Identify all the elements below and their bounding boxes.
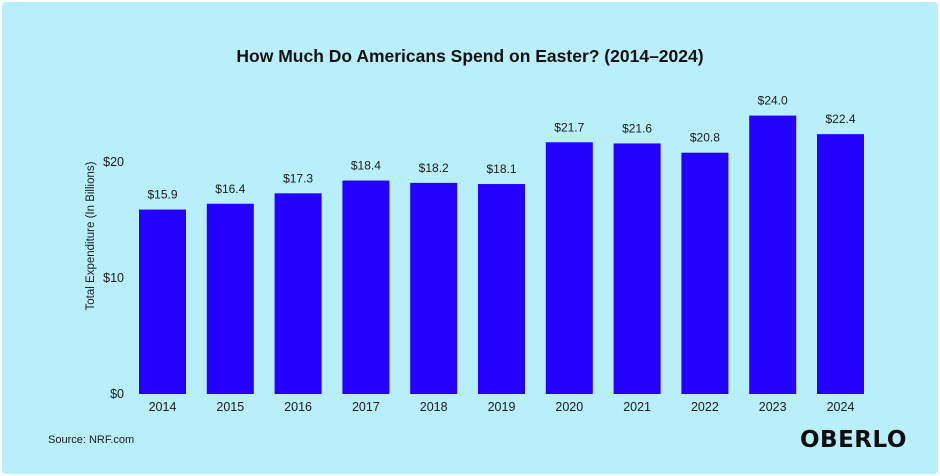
y-axis-ticks: $0 $10 $20 <box>103 155 124 401</box>
x-tick-label: 2023 <box>759 400 787 414</box>
bar-2016 <box>274 193 322 394</box>
bar-2022 <box>681 152 729 394</box>
y-axis-label: Total Expenditure (In Billions) <box>85 161 97 310</box>
oberlo-logo: OBERLO <box>800 427 907 453</box>
data-label-2016: $17.3 <box>283 171 313 185</box>
x-tick-label: 2016 <box>284 400 312 414</box>
data-label-2018: $18.2 <box>419 161 449 175</box>
data-label-2014: $15.9 <box>147 188 177 202</box>
bar-2023 <box>749 115 797 394</box>
bar-2019 <box>478 184 525 394</box>
x-tick-label: 2018 <box>420 400 448 414</box>
x-tick-label: 2020 <box>555 400 583 414</box>
data-label-2017: $18.4 <box>351 159 381 173</box>
x-axis-ticks: 2014 2015 2016 2017 2018 2019 2020 2021 2022 2023… <box>149 400 855 414</box>
data-label-2019: $18.1 <box>486 162 516 176</box>
chart-title: How Much Do Americans Spend on Easter? (… <box>236 46 704 66</box>
bar-2020 <box>545 142 593 394</box>
x-tick-label: 2021 <box>623 400 651 414</box>
y-tick-label: $0 <box>110 387 124 401</box>
y-tick-label: $20 <box>103 155 124 169</box>
data-label-2023: $24.0 <box>758 94 788 108</box>
data-label-2024: $22.4 <box>825 112 855 126</box>
y-tick-label: $10 <box>103 271 124 285</box>
data-label-2015: $16.4 <box>215 182 245 196</box>
x-tick-label: 2015 <box>216 400 244 414</box>
x-tick-label: 2024 <box>827 400 855 414</box>
x-tick-label: 2019 <box>488 400 516 414</box>
source-note: Source: NRF.com <box>48 434 135 446</box>
y-axis-label-group: Total Expenditure (In Billions) <box>85 161 97 310</box>
bar-2021 <box>613 143 661 394</box>
bar-2014 <box>139 209 186 394</box>
x-tick-label: 2014 <box>149 400 177 414</box>
data-labels: $15.9 $16.4 $17.3 $18.4 $18.2 $18.1 $21.7 $21.6… <box>147 94 855 202</box>
data-label-2022: $20.8 <box>690 131 720 145</box>
x-tick-label: 2017 <box>352 400 380 414</box>
data-label-2021: $21.6 <box>622 121 652 135</box>
bar-2024 <box>817 134 864 394</box>
x-tick-label: 2022 <box>691 400 719 414</box>
bars <box>139 115 864 394</box>
data-label-2020: $21.7 <box>554 120 584 134</box>
bar-2017 <box>342 180 390 394</box>
bar-2015 <box>206 203 254 394</box>
bar-2018 <box>410 182 458 394</box>
